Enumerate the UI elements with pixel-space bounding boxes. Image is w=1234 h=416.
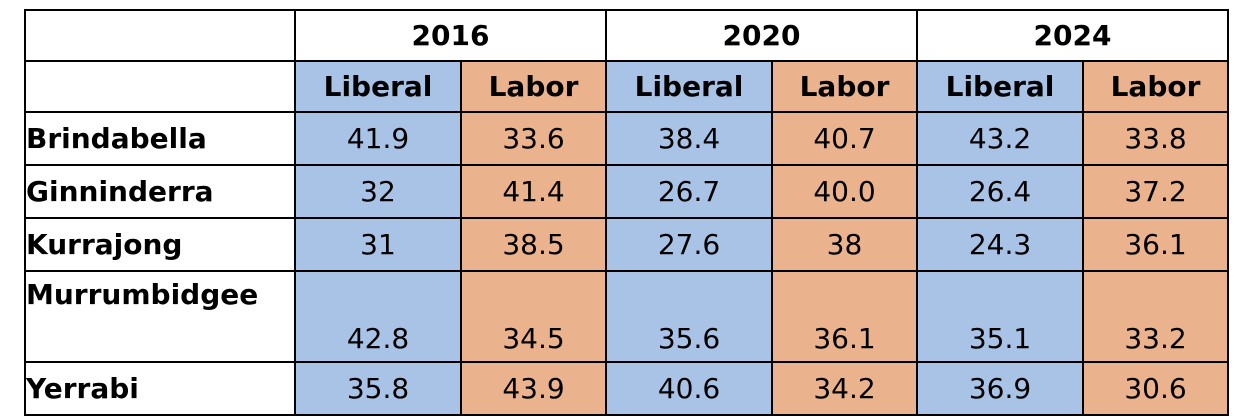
value-cell: 40.7 bbox=[771, 111, 918, 166]
value-cell: 34.2 bbox=[771, 361, 918, 416]
value-cell: 35.1 bbox=[916, 270, 1084, 363]
value-cell: 43.2 bbox=[916, 111, 1084, 166]
year-header: 2024 bbox=[916, 9, 1229, 62]
table-row: Yerrabi 35.8 43.9 40.6 34.2 36.9 30.6 bbox=[24, 361, 1229, 416]
value-cell: 27.6 bbox=[605, 217, 773, 272]
value-cell: 37.2 bbox=[1082, 164, 1229, 219]
electorate-name: Ginninderra bbox=[24, 164, 296, 219]
electorate-name: Murrumbidgee bbox=[24, 270, 296, 363]
value-cell: 38 bbox=[771, 217, 918, 272]
value-cell: 30.6 bbox=[1082, 361, 1229, 416]
party-header-liberal: Liberal bbox=[916, 60, 1084, 113]
value-cell: 36.9 bbox=[916, 361, 1084, 416]
value-cell: 38.5 bbox=[460, 217, 607, 272]
table-row: Kurrajong 31 38.5 27.6 38 24.3 36.1 bbox=[24, 217, 1229, 272]
electorate-name: Kurrajong bbox=[24, 217, 296, 272]
value-cell: 36.1 bbox=[771, 270, 918, 363]
party-header-liberal: Liberal bbox=[294, 60, 462, 113]
corner-cell bbox=[24, 60, 296, 113]
party-header-row: Liberal Labor Liberal Labor Liberal Labo… bbox=[24, 60, 1229, 113]
value-cell: 33.2 bbox=[1082, 270, 1229, 363]
value-cell: 43.9 bbox=[460, 361, 607, 416]
year-header-row: 2016 2020 2024 bbox=[24, 9, 1229, 62]
results-table: 2016 2020 2024 Liberal Labor Liberal Lab… bbox=[24, 9, 1229, 416]
value-cell: 31 bbox=[294, 217, 462, 272]
table-row: Murrumbidgee 42.8 34.5 35.6 36.1 35.1 33… bbox=[24, 270, 1229, 363]
electorate-name: Brindabella bbox=[24, 111, 296, 166]
value-cell: 24.3 bbox=[916, 217, 1084, 272]
party-header-labor: Labor bbox=[771, 60, 918, 113]
value-cell: 38.4 bbox=[605, 111, 773, 166]
party-header-liberal: Liberal bbox=[605, 60, 773, 113]
year-header: 2016 bbox=[294, 9, 607, 62]
value-cell: 40.0 bbox=[771, 164, 918, 219]
year-header: 2020 bbox=[605, 9, 918, 62]
value-cell: 35.6 bbox=[605, 270, 773, 363]
table-row: Brindabella 41.9 33.6 38.4 40.7 43.2 33.… bbox=[24, 111, 1229, 166]
value-cell: 26.4 bbox=[916, 164, 1084, 219]
value-cell: 35.8 bbox=[294, 361, 462, 416]
value-cell: 41.4 bbox=[460, 164, 607, 219]
value-cell: 36.1 bbox=[1082, 217, 1229, 272]
value-cell: 33.6 bbox=[460, 111, 607, 166]
value-cell: 42.8 bbox=[294, 270, 462, 363]
value-cell: 40.6 bbox=[605, 361, 773, 416]
value-cell: 33.8 bbox=[1082, 111, 1229, 166]
electorate-name: Yerrabi bbox=[24, 361, 296, 416]
value-cell: 32 bbox=[294, 164, 462, 219]
corner-cell bbox=[24, 9, 296, 62]
party-header-labor: Labor bbox=[1082, 60, 1229, 113]
value-cell: 26.7 bbox=[605, 164, 773, 219]
party-header-labor: Labor bbox=[460, 60, 607, 113]
value-cell: 41.9 bbox=[294, 111, 462, 166]
table-row: Ginninderra 32 41.4 26.7 40.0 26.4 37.2 bbox=[24, 164, 1229, 219]
value-cell: 34.5 bbox=[460, 270, 607, 363]
